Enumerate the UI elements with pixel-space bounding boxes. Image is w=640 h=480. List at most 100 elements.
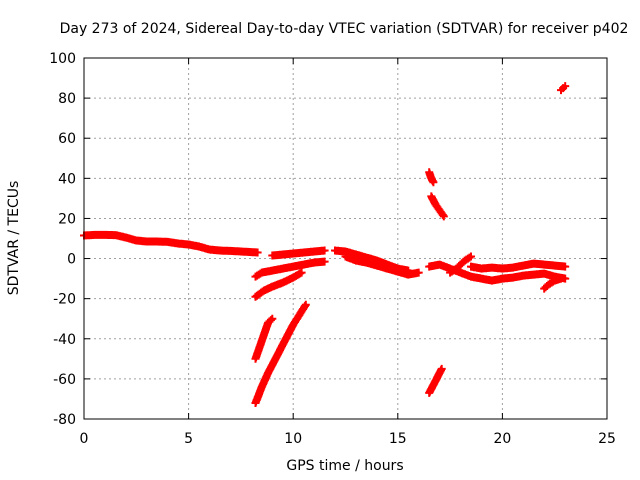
data-point bbox=[281, 281, 285, 285]
data-point bbox=[134, 239, 138, 243]
data-point bbox=[521, 274, 525, 278]
x-axis-label: GPS time / hours bbox=[286, 458, 403, 474]
data-point bbox=[344, 250, 347, 254]
data-point bbox=[354, 253, 358, 257]
y-tick-label: 20 bbox=[58, 211, 76, 227]
data-point bbox=[312, 250, 316, 254]
data-point bbox=[542, 287, 546, 291]
data-point bbox=[279, 347, 283, 351]
data-point bbox=[469, 255, 473, 259]
series-branch-steep bbox=[251, 300, 310, 407]
data-point bbox=[553, 264, 557, 268]
data-point bbox=[427, 170, 431, 174]
data-point bbox=[258, 345, 262, 349]
series-track-12.5-16 bbox=[341, 252, 423, 279]
data-point bbox=[285, 335, 289, 339]
data-point bbox=[438, 263, 442, 267]
data-point bbox=[417, 271, 421, 275]
data-point bbox=[438, 208, 442, 212]
data-point bbox=[312, 261, 316, 265]
data-point bbox=[559, 277, 563, 281]
x-tick-label: 10 bbox=[284, 431, 302, 447]
data-point bbox=[469, 275, 473, 279]
data-point bbox=[396, 270, 400, 274]
data-point bbox=[479, 277, 483, 281]
data-point bbox=[291, 323, 295, 327]
y-tick-label: -20 bbox=[53, 292, 76, 308]
data-point bbox=[113, 233, 117, 237]
data-point bbox=[92, 233, 96, 237]
data-point bbox=[272, 359, 276, 363]
data-point bbox=[442, 214, 446, 218]
y-tick-label: 40 bbox=[58, 171, 76, 187]
data-point bbox=[281, 267, 285, 271]
data-point bbox=[197, 245, 201, 249]
data-point bbox=[256, 251, 260, 255]
data-point bbox=[500, 277, 504, 281]
data-point bbox=[333, 249, 337, 253]
data-point bbox=[155, 240, 159, 244]
data-point bbox=[270, 317, 274, 321]
data-point bbox=[431, 180, 435, 184]
series-segment-17.5-18 bbox=[446, 252, 475, 277]
data-point bbox=[429, 176, 433, 180]
series-track-9-11.5 bbox=[268, 246, 329, 260]
data-point bbox=[291, 276, 295, 280]
series-tail-18-23 bbox=[467, 259, 570, 273]
series-segment-22.5-22.8 bbox=[540, 274, 565, 293]
y-tick-label: -80 bbox=[53, 412, 76, 428]
data-point bbox=[436, 375, 440, 379]
data-point bbox=[262, 289, 266, 293]
data-point bbox=[304, 303, 308, 307]
data-point bbox=[254, 295, 258, 299]
y-tick-label: -40 bbox=[53, 332, 76, 348]
data-point bbox=[500, 267, 504, 271]
data-point bbox=[431, 383, 435, 387]
data-point bbox=[427, 391, 431, 395]
data-point bbox=[297, 313, 301, 317]
data-point bbox=[354, 259, 358, 263]
data-point bbox=[454, 267, 458, 271]
data-point bbox=[124, 235, 128, 239]
data-point bbox=[542, 272, 546, 276]
data-point bbox=[291, 252, 295, 256]
data-point bbox=[187, 243, 191, 247]
data-point bbox=[103, 233, 107, 237]
data-point bbox=[511, 276, 515, 280]
data-point bbox=[490, 266, 494, 270]
y-tick-label: -60 bbox=[53, 372, 76, 388]
data-point bbox=[270, 254, 274, 258]
data-point bbox=[254, 401, 258, 405]
data-point bbox=[300, 271, 304, 275]
data-point bbox=[406, 273, 410, 277]
data-point bbox=[459, 271, 463, 275]
data-point bbox=[249, 250, 253, 254]
data-point bbox=[270, 269, 274, 273]
data-point bbox=[266, 371, 270, 375]
data-point bbox=[546, 283, 550, 287]
series-isolated-lower-16.5-17 bbox=[425, 364, 446, 397]
data-point bbox=[208, 248, 212, 252]
data-point bbox=[561, 86, 565, 90]
data-point bbox=[469, 265, 473, 269]
series-branch-mid bbox=[251, 268, 306, 301]
data-point bbox=[385, 267, 389, 271]
data-point bbox=[270, 285, 274, 289]
series-isolated-16.5-17.2 bbox=[425, 168, 438, 187]
data-point bbox=[429, 194, 433, 198]
y-tick-label: 60 bbox=[58, 131, 76, 147]
data-point bbox=[532, 262, 536, 266]
chart-title: Day 273 of 2024, Sidereal Day-to-day VTE… bbox=[60, 21, 629, 37]
data-point bbox=[302, 263, 306, 267]
data-point bbox=[448, 271, 452, 275]
x-tick-label: 20 bbox=[493, 431, 511, 447]
data-point bbox=[459, 263, 463, 267]
series-branch-steep-2 bbox=[251, 314, 277, 363]
data-point bbox=[479, 267, 483, 271]
data-point bbox=[323, 249, 327, 253]
y-axis-ticks: -80 -60 -40 -20 0 20 40 60 80 100 bbox=[49, 51, 607, 428]
series-branch-upper bbox=[251, 257, 329, 281]
data-point bbox=[260, 385, 264, 389]
